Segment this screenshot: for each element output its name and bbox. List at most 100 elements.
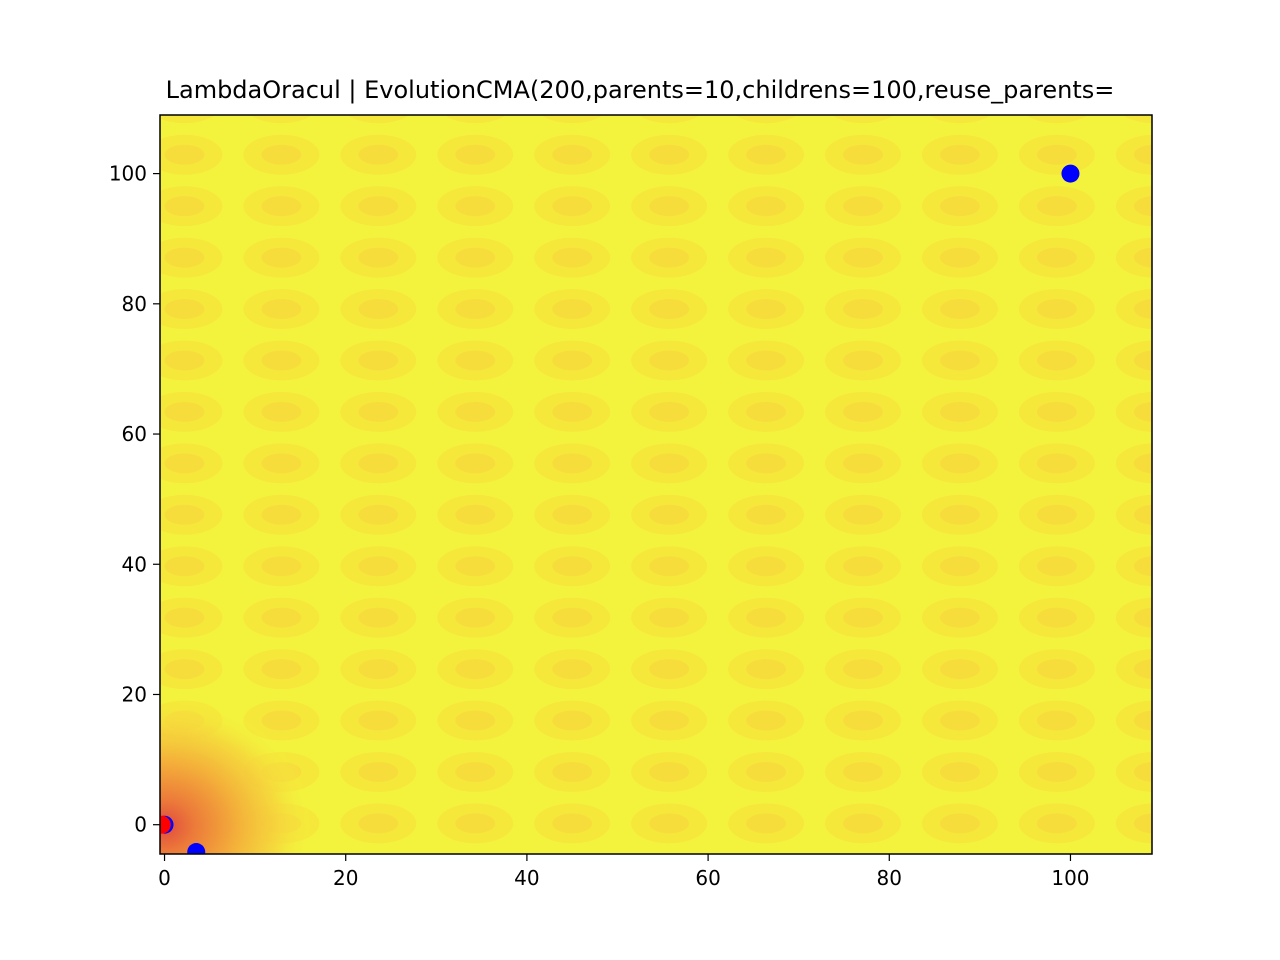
contour-oval-inner xyxy=(1133,350,1152,371)
contour-oval-inner xyxy=(746,761,787,782)
contour-oval-inner xyxy=(1133,453,1152,474)
contour-oval-inner xyxy=(164,401,205,422)
y-tick-label: 0 xyxy=(134,813,147,837)
contour-oval-inner xyxy=(164,504,205,525)
contour-oval-inner xyxy=(455,299,496,320)
contour-oval-inner xyxy=(649,453,690,474)
contour-layer xyxy=(160,93,1174,844)
x-axis: 0 20 40 60 80 100 xyxy=(158,854,1090,890)
contour-oval-inner xyxy=(455,504,496,525)
contour-oval-outer xyxy=(541,115,603,124)
contour-oval-inner xyxy=(552,299,593,320)
contour-oval-inner xyxy=(746,710,787,731)
contour-oval-outer xyxy=(638,115,700,124)
contour-oval-inner xyxy=(939,504,980,525)
contour-oval-inner xyxy=(261,299,302,320)
contour-oval-inner xyxy=(1133,762,1152,782)
contour-oval-inner xyxy=(1134,93,1174,113)
contour-oval-inner xyxy=(1133,607,1152,628)
contour-oval-outer xyxy=(1115,443,1152,484)
contour-oval-outer xyxy=(1115,546,1152,587)
data-point-red xyxy=(160,815,171,834)
contour-oval-inner xyxy=(843,607,884,628)
contour-oval-inner xyxy=(455,350,496,371)
contour-oval-outer xyxy=(1115,803,1152,844)
contour-oval-inner xyxy=(649,813,690,834)
contour-oval-inner xyxy=(649,710,690,731)
contour-oval-inner xyxy=(164,556,205,577)
contour-oval-inner xyxy=(939,299,980,320)
hot-region xyxy=(160,696,314,854)
contour-oval-inner xyxy=(843,196,884,217)
contour-oval-outer xyxy=(1123,115,1152,124)
contour-oval-inner xyxy=(455,607,496,628)
contour-oval-inner xyxy=(261,350,302,371)
contour-oval-inner xyxy=(1036,813,1077,834)
contour-oval-outer xyxy=(1026,115,1088,124)
contour-oval-outer xyxy=(160,115,216,124)
contour-oval-inner xyxy=(939,761,980,782)
contour-oval-inner xyxy=(1036,504,1077,525)
contour-oval-inner xyxy=(649,504,690,525)
contour-oval-inner xyxy=(843,144,884,165)
contour-oval-outer xyxy=(1115,751,1152,792)
contour-oval-inner xyxy=(358,247,399,268)
contour-oval-inner xyxy=(164,247,205,268)
contour-oval-inner xyxy=(746,556,787,577)
contour-oval-inner xyxy=(649,144,690,165)
contour-oval-inner xyxy=(261,607,302,628)
contour-oval-inner xyxy=(358,196,399,217)
contour-oval-inner xyxy=(164,196,205,217)
contour-oval-outer xyxy=(1115,494,1152,535)
x-tick-label: 40 xyxy=(514,866,539,890)
contour-oval-inner xyxy=(1133,247,1152,268)
y-tick-label: 40 xyxy=(122,552,147,576)
contour-oval-outer xyxy=(1115,186,1152,227)
contour-oval-inner xyxy=(552,144,593,165)
contour-oval-inner xyxy=(746,247,787,268)
contour-oval-inner xyxy=(649,247,690,268)
contour-oval-inner xyxy=(358,761,399,782)
contour-oval-inner xyxy=(358,350,399,371)
contour-oval-outer xyxy=(929,115,991,124)
contour-oval-inner xyxy=(939,607,980,628)
contour-oval-inner xyxy=(358,504,399,525)
contour-oval-inner xyxy=(552,453,593,474)
contour-oval-inner xyxy=(552,350,593,371)
contour-oval-inner xyxy=(746,453,787,474)
contour-oval-inner xyxy=(1036,196,1077,217)
contour-oval-inner xyxy=(1036,144,1077,165)
contour-oval-inner xyxy=(261,247,302,268)
contour-oval-inner xyxy=(261,144,302,165)
contour-oval-inner xyxy=(1036,453,1077,474)
contour-oval-inner xyxy=(358,299,399,320)
contour-oval-outer xyxy=(1115,340,1152,381)
contour-oval-inner xyxy=(358,556,399,577)
contour-oval-inner xyxy=(455,659,496,680)
contour-oval-inner xyxy=(1036,607,1077,628)
contour-oval-inner xyxy=(843,659,884,680)
contour-oval-inner xyxy=(746,607,787,628)
contour-oval-inner xyxy=(455,556,496,577)
contour-oval-inner xyxy=(552,761,593,782)
contour-oval-outer xyxy=(444,115,507,124)
data-point-blue xyxy=(1061,164,1080,183)
contour-oval-inner xyxy=(746,401,787,422)
contour-oval-inner xyxy=(746,299,787,320)
contour-oval-outer xyxy=(1115,134,1152,175)
contour-oval-inner xyxy=(455,453,496,474)
contour-oval-inner xyxy=(552,659,593,680)
contour-oval-inner xyxy=(358,813,399,834)
contour-oval-inner xyxy=(843,710,884,731)
contour-oval-inner xyxy=(455,196,496,217)
contour-oval-inner xyxy=(843,556,884,577)
contour-oval-outer xyxy=(1115,237,1152,278)
y-tick-label: 20 xyxy=(122,682,147,706)
contour-oval-inner xyxy=(261,556,302,577)
x-tick-label: 0 xyxy=(158,866,171,890)
contour-oval-inner xyxy=(455,710,496,731)
contour-oval-inner xyxy=(843,299,884,320)
x-tick-label: 60 xyxy=(695,866,720,890)
contour-oval-inner xyxy=(455,247,496,268)
contour-oval-inner xyxy=(1133,144,1152,165)
